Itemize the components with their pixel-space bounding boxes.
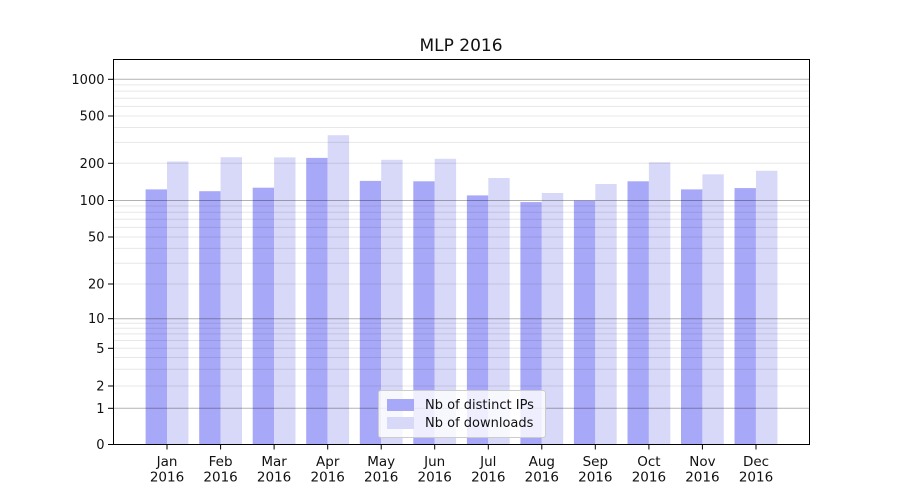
legend-label-downloads: Nb of downloads [425,415,534,431]
legend-item-distinct-ips: Nb of distinct IPs [387,398,536,413]
x-tick-label-month: Jul [479,454,496,470]
bar-distinct-ips [627,181,649,445]
x-tick-label-month: May [367,454,395,470]
bar-downloads [434,158,457,445]
x-tick-label-year: 2016 [578,470,612,486]
x-tick-label-year: 2016 [150,470,184,486]
x-tick-label-month: Mar [261,454,287,470]
plot-frame [113,59,810,445]
x-tick-label-month: Aug [529,454,555,470]
x-tick-label-month: Dec [743,454,769,470]
x-tick-label-year: 2016 [471,470,505,486]
x-tick-label-month: Feb [209,454,233,470]
y-tick-label: 500 [80,110,105,125]
x-tick-label-year: 2016 [739,470,773,486]
legend-swatch-downloads [387,417,414,429]
bar-downloads [541,193,564,445]
bar-downloads [274,157,296,445]
bar-distinct-ips [520,202,542,445]
x-tick-label-month: Apr [316,454,340,470]
bar-downloads [756,170,778,445]
y-tick-label: 0 [96,438,104,453]
x-tick-label-month: Nov [689,454,715,470]
bar-distinct-ips [359,180,382,445]
x-tick-label-year: 2016 [632,470,666,486]
bar-distinct-ips [413,181,435,445]
bar-distinct-ips [466,195,489,445]
y-tick-label: 2 [96,380,104,395]
bar-downloads [702,174,724,445]
bar-distinct-ips [306,157,328,445]
x-tick-label-month: Jan [156,454,178,470]
legend: Nb of distinct IPs Nb of downloads [378,390,546,438]
x-tick-label-month: Sep [583,454,608,470]
y-tick-label: 100 [80,194,105,209]
bar-downloads [488,178,510,445]
bar-downloads [327,135,350,445]
bar-downloads [381,159,403,445]
y-tick-label: 20 [88,278,105,293]
legend-label-distinct-ips: Nb of distinct IPs [425,397,534,413]
x-tick-label-year: 2016 [685,470,719,486]
bar-distinct-ips [252,187,275,445]
legend-item-downloads: Nb of downloads [387,416,536,431]
bar-downloads [595,184,617,445]
bar-downloads [648,162,671,445]
x-tick-label-month: Jun [423,454,445,470]
y-tick-label: 10 [88,312,105,327]
y-tick-label: 50 [88,231,105,246]
bar-distinct-ips [145,189,167,445]
chart-title: MLP 2016 [419,36,503,56]
x-tick-label-year: 2016 [311,470,345,486]
bar-distinct-ips [573,200,596,445]
bar-distinct-ips [734,188,756,445]
x-tick-label-year: 2016 [203,470,237,486]
bar-downloads [167,161,189,445]
legend-swatch-distinct-ips [387,399,414,411]
y-tick-label: 200 [80,157,105,172]
x-tick-label-year: 2016 [418,470,452,486]
bar-distinct-ips [199,191,221,445]
x-tick-label-year: 2016 [257,470,291,486]
bar-downloads [220,157,242,445]
x-tick-label-year: 2016 [364,470,398,486]
bar-distinct-ips [681,189,703,445]
x-tick-label-month: Oct [637,454,660,470]
y-tick-label: 1 [96,402,104,417]
x-tick-label-year: 2016 [525,470,559,486]
y-tick-label: 5 [96,342,104,357]
y-tick-label: 1000 [71,73,104,88]
